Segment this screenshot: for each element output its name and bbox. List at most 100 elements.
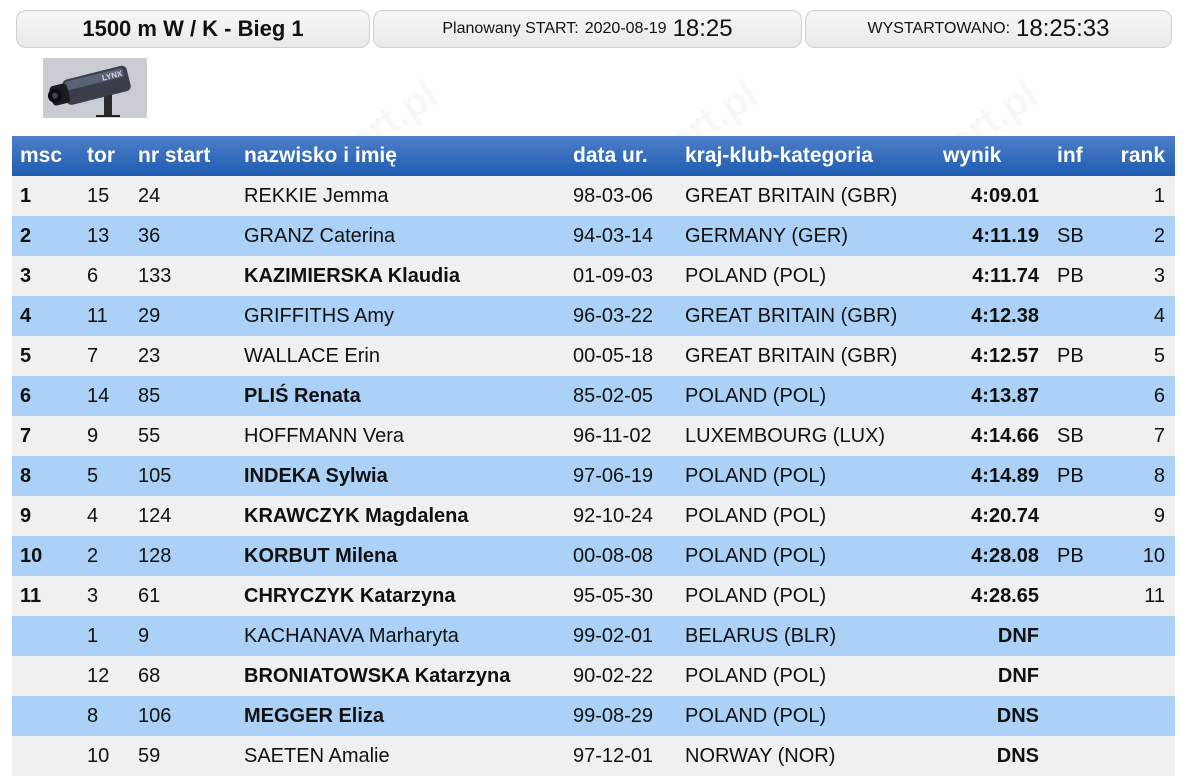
cell-birth-date: 99-02-01 — [573, 624, 654, 647]
table-row: 9 4 124 KRAWCZYK Magdalena 92-10-24 POLAND (P… — [12, 496, 1175, 536]
cell-club: POLAND (POL) — [685, 504, 827, 527]
cell-result: DNS — [996, 704, 1039, 727]
cell-result: DNF — [997, 624, 1039, 647]
cell-rank: 5 — [1153, 344, 1165, 367]
cell-club: NORWAY (NOR) — [685, 744, 836, 767]
cell-result: DNF — [997, 664, 1039, 687]
cell-result: 4:28.08 — [971, 544, 1039, 567]
cell-rank: 8 — [1153, 464, 1165, 487]
cell-club: POLAND (POL) — [685, 464, 827, 487]
cell-rank — [1100, 696, 1175, 736]
cell-club: BELARUS (BLR) — [685, 624, 837, 647]
column-header-result: wynik — [943, 144, 1002, 167]
cell-athlete-name: GRIFFITHS Amy — [244, 304, 394, 327]
cell-result: 4:20.74 — [971, 504, 1039, 527]
cell-info: SB — [1057, 224, 1084, 247]
cell-bib: 105 — [138, 464, 172, 487]
cell-info: PB — [1057, 544, 1084, 567]
cell-place — [12, 736, 79, 776]
cell-birth-date: 97-06-19 — [573, 464, 654, 487]
column-header-tor: tor — [87, 144, 115, 167]
cell-result: 4:13.87 — [971, 384, 1039, 407]
table-row: 7 9 55 HOFFMANN Vera 96-11-02 LUXEMBOURG (LUX… — [12, 416, 1175, 456]
column-header-nr-start: nr start — [138, 144, 211, 167]
cell-bib: 9 — [138, 624, 150, 647]
column-header-club: kraj-klub-kategoria — [685, 144, 873, 167]
cell-rank: 7 — [1153, 424, 1165, 447]
event-title-box: 1500 m W / K - Bieg 1 — [16, 10, 370, 48]
cell-lane: 12 — [87, 664, 110, 687]
cell-athlete-name: CHRYCZYK Katarzyna — [244, 584, 456, 607]
cell-info: PB — [1057, 264, 1084, 287]
cell-place: 4 — [20, 304, 32, 327]
cell-athlete-name: SAETEN Amalie — [244, 744, 390, 767]
cell-lane: 1 — [87, 624, 99, 647]
cell-athlete-name: KAZIMIERSKA Klaudia — [244, 264, 460, 287]
results-table-body: 1 15 24 REKKIE Jemma 98-03-06 GREAT BRITAIN (… — [12, 176, 1175, 776]
cell-info — [1049, 376, 1100, 416]
results-table: msc tor nr start nazwisko i imię data ur… — [12, 136, 1175, 776]
cell-rank: 11 — [1144, 584, 1165, 607]
cell-rank: 4 — [1153, 304, 1165, 327]
table-row: 1 9 KACHANAVA Marharyta 99-02-01 BELARUS (BL… — [12, 616, 1175, 656]
table-row: 5 7 23 WALLACE Erin 00-05-18 GREAT BRITAIN (G… — [12, 336, 1175, 376]
cell-club: GREAT BRITAIN (GBR) — [685, 304, 898, 327]
cell-athlete-name: GRANZ Caterina — [244, 224, 396, 247]
cell-place — [12, 696, 79, 736]
cell-bib: 128 — [138, 544, 172, 567]
cell-info — [1049, 576, 1100, 616]
cell-place: 5 — [20, 344, 32, 367]
cell-info — [1049, 176, 1100, 216]
cell-rank: 3 — [1153, 264, 1165, 287]
cell-bib: 61 — [138, 584, 161, 607]
cell-athlete-name: KRAWCZYK Magdalena — [244, 504, 469, 527]
cell-place: 3 — [20, 264, 32, 287]
results-table-container: msc tor nr start nazwisko i imię data ur… — [12, 136, 1175, 776]
cell-athlete-name: KACHANAVA Marharyta — [244, 624, 459, 647]
cell-lane: 11 — [87, 304, 108, 327]
cell-club: POLAND (POL) — [685, 704, 827, 727]
cell-bib: 24 — [138, 184, 161, 207]
cell-info — [1049, 656, 1100, 696]
table-row: 10 59 SAETEN Amalie 97-12-01 NORWAY (NOR) DNS — [12, 736, 1175, 776]
cell-rank — [1100, 616, 1175, 656]
cell-athlete-name: MEGGER Eliza — [244, 704, 385, 727]
cell-bib: 55 — [138, 424, 161, 447]
cell-athlete-name: WALLACE Erin — [244, 344, 380, 367]
cell-bib: 36 — [138, 224, 161, 247]
cell-info — [1049, 736, 1100, 776]
cell-place: 11 — [20, 584, 42, 607]
started-time: 18:25:33 — [1016, 15, 1110, 42]
cell-birth-date: 96-11-02 — [573, 424, 652, 447]
cell-bib: 68 — [138, 664, 161, 687]
started-box: WYSTARTOWANO: 18:25:33 — [805, 10, 1172, 48]
cell-athlete-name: BRONIATOWSKA Katarzyna — [244, 664, 511, 687]
column-header-inf: inf — [1057, 144, 1083, 167]
cell-place — [12, 656, 79, 696]
cell-info: PB — [1057, 464, 1084, 487]
planned-start-box: Planowany START: 2020-08-19 18:25 — [373, 10, 802, 48]
cell-club: POLAND (POL) — [685, 384, 827, 407]
cell-birth-date: 90-02-22 — [573, 664, 654, 687]
cell-club: POLAND (POL) — [685, 584, 827, 607]
cell-result: 4:12.57 — [971, 344, 1039, 367]
cell-bib: 29 — [138, 304, 161, 327]
column-header-msc: msc — [20, 144, 63, 167]
cell-rank: 1 — [1153, 184, 1165, 207]
cell-result: 4:12.38 — [971, 304, 1039, 327]
cell-place: 10 — [20, 544, 43, 567]
cell-birth-date: 00-08-08 — [573, 544, 654, 567]
cell-birth-date: 95-05-30 — [573, 584, 654, 607]
cell-birth-date: 85-02-05 — [573, 384, 654, 407]
cell-rank: 10 — [1142, 544, 1165, 567]
cell-birth-date: 01-09-03 — [573, 264, 654, 287]
cell-club: GREAT BRITAIN (GBR) — [685, 344, 898, 367]
cell-athlete-name: HOFFMANN Vera — [244, 424, 405, 447]
table-row: 4 11 29 GRIFFITHS Amy 96-03-22 GREAT BRITAIN … — [12, 296, 1175, 336]
cell-result: 4:09.01 — [971, 184, 1039, 207]
event-title: 1500 m W / K - Bieg 1 — [82, 16, 304, 41]
table-row: 6 14 85 PLIŚ Renata 85-02-05 POLAND (POL) 4:13… — [12, 376, 1175, 416]
cell-bib: 23 — [138, 344, 161, 367]
cell-club: LUXEMBOURG (LUX) — [685, 424, 886, 447]
cell-rank — [1100, 656, 1175, 696]
